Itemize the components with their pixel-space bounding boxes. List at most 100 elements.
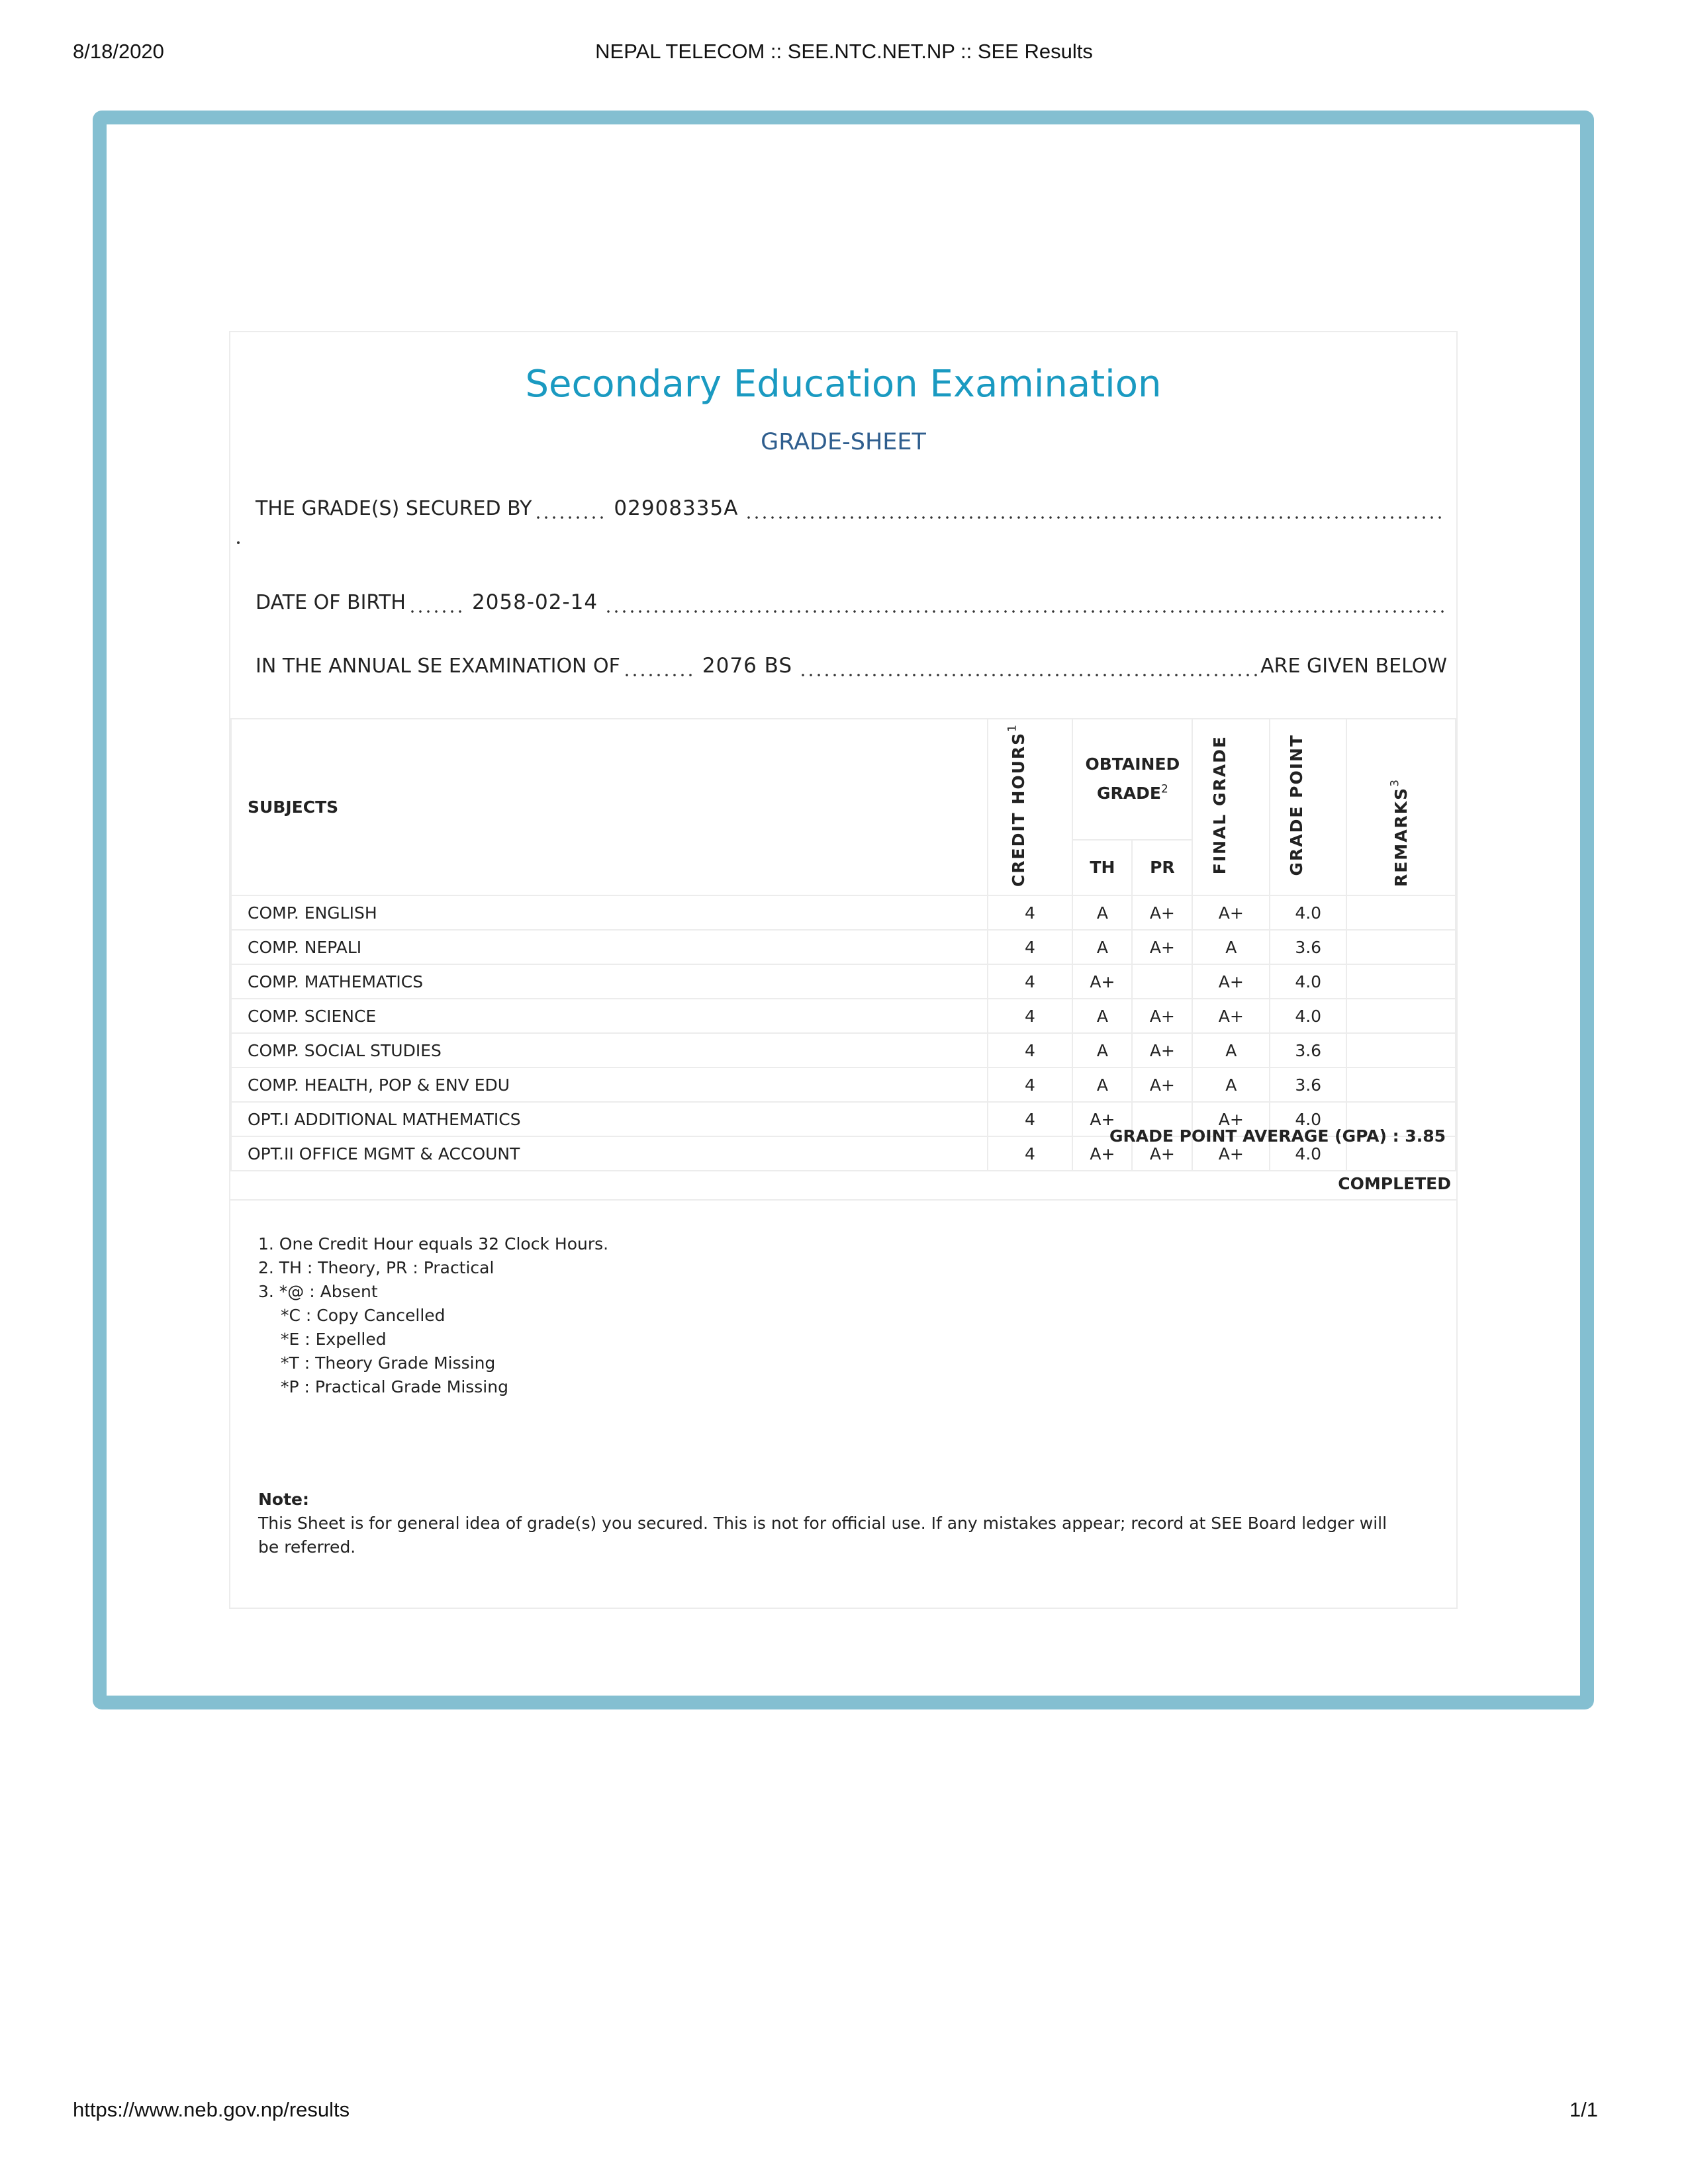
theory-grade-cell: A+ [1072,1136,1133,1172]
exam-year: 2076 BS [702,654,793,678]
final-grade-cell: A+ [1192,895,1271,931]
note-label: Note: [258,1490,310,1509]
table-row: OPT.II OFFICE MGMT & ACCOUNT 4 A+ A+ A+ 4.0 [230,1136,1456,1172]
grade-point-cell: 4.0 [1269,998,1348,1034]
credit-cell: 4 [986,1032,1074,1069]
grade-point-cell: 4.0 [1269,895,1348,931]
dob-line: DATE OF BIRTH 2058-02-14 [256,590,1447,614]
print-date: 8/18/2020 [73,40,164,63]
subject-cell: COMP. ENGLISH [230,895,988,931]
print-url: https://www.neb.gov.np/results [73,2098,350,2121]
divider [230,1199,1456,1201]
table-row: COMP. ENGLISH 4 A A+ A+ 4.0 [230,895,1456,931]
credit-cell: 4 [986,998,1074,1034]
header-th: TH [1072,839,1133,897]
credit-cell: 4 [986,929,1074,966]
subject-cell: COMP. SOCIAL STUDIES [230,1032,988,1069]
final-grade-cell: A+ [1192,998,1271,1034]
table-row: COMP. SCIENCE 4 A A+ A+ 4.0 [230,998,1456,1034]
header-obtained-grade: OBTAINED GRADE2 [1072,718,1194,841]
footnote: 2. TH : Theory, PR : Practical [258,1258,494,1277]
footnote: 1. One Credit Hour equals 32 Clock Hours… [258,1234,609,1253]
page-number: 1/1 [1569,2098,1598,2121]
footnote: *T : Theory Grade Missing [281,1353,496,1373]
credit-cell: 4 [986,1101,1074,1138]
final-grade-cell: A+ [1192,964,1271,1000]
grade-point-cell: 4.0 [1269,1101,1348,1138]
remarks-cell [1346,1101,1456,1138]
grade-point-cell: 4.0 [1269,1136,1348,1172]
final-grade-cell: A+ [1192,1136,1271,1172]
theory-grade-cell: A+ [1072,1101,1133,1138]
grade-point-cell: 3.6 [1269,1032,1348,1069]
date-of-birth: 2058-02-14 [471,590,598,614]
credit-cell: 4 [986,1067,1074,1103]
credit-cell: 4 [986,964,1074,1000]
subject-cell: COMP. SCIENCE [230,998,988,1034]
footnote: *E : Expelled [281,1330,387,1349]
credit-cell: 4 [986,1136,1074,1172]
header-subjects: SUBJECTS [230,717,988,897]
secured-by-line: THE GRADE(S) SECURED BY 02908335A [256,496,1447,520]
subject-cell: OPT.II OFFICE MGMT & ACCOUNT [230,1136,988,1172]
print-page-title: NEPAL TELECOM :: SEE.NTC.NET.NP :: SEE R… [595,40,1093,63]
disclaimer-note: Note: This Sheet is for general idea of … [258,1488,1390,1559]
grade-point-cell: 3.6 [1269,1067,1348,1103]
gpa: GRADE POINT AVERAGE (GPA) : 3.85 [1109,1126,1446,1146]
theory-grade-cell: A [1072,998,1133,1034]
practical-grade-cell: A+ [1131,929,1194,966]
footnote: *P : Practical Grade Missing [281,1377,508,1396]
table-row: COMP. MATHEMATICS 4 A+ A+ 4.0 [230,964,1456,1000]
header-pr: PR [1131,839,1194,897]
header-remarks: REMARKS3 [1346,717,1456,897]
grade-point-cell: 4.0 [1269,964,1348,1000]
footnote: 3. *@ : Absent [258,1282,378,1301]
practical-grade-cell: A+ [1131,895,1194,931]
final-grade-cell: A [1192,1032,1271,1069]
subject-cell: COMP. NEPALI [230,929,988,966]
exam-line: IN THE ANNUAL SE EXAMINATION OF 2076 BS … [256,654,1447,678]
practical-grade-cell [1131,1101,1194,1138]
table-row: OPT.I ADDITIONAL MATHEMATICS 4 A+ A+ 4.0 [230,1101,1456,1138]
subject-cell: COMP. MATHEMATICS [230,964,988,1000]
practical-grade-cell: A+ [1131,1136,1194,1172]
footnote: *C : Copy Cancelled [281,1306,445,1325]
remarks-cell [1346,1032,1456,1069]
table-row: COMP. NEPALI 4 A A+ A 3.6 [230,929,1456,966]
subject-cell: COMP. HEALTH, POP & ENV EDU [230,1067,988,1103]
result-status: COMPLETED [1338,1174,1451,1193]
dob-label: DATE OF BIRTH [256,591,406,614]
secured-by-label: THE GRADE(S) SECURED BY [256,497,532,520]
grade-sheet-subtitle: GRADE-SHEET [761,429,926,455]
header-grade-point: GRADE POINT [1269,717,1348,897]
given-below: ARE GIVEN BELOW [1260,655,1447,678]
practical-grade-cell: A+ [1131,1067,1194,1103]
table-row: COMP. SOCIAL STUDIES 4 A A+ A 3.6 [230,1032,1456,1069]
grades-table: SUBJECTS CREDIT HOURS1 OBTAINED GRADE2 F… [230,717,1456,1172]
leader-dot [237,541,240,544]
note-text: This Sheet is for general idea of grade(… [258,1514,1387,1557]
grade-sheet: Secondary Education Examination GRADE-SH… [229,331,1458,1609]
subject-cell: OPT.I ADDITIONAL MATHEMATICS [230,1101,988,1138]
theory-grade-cell: A+ [1072,964,1133,1000]
footnotes: 1. One Credit Hour equals 32 Clock Hours… [258,1232,608,1399]
header-final-grade: FINAL GRADE [1192,717,1271,897]
table-row: COMP. HEALTH, POP & ENV EDU 4 A A+ A 3.6 [230,1067,1456,1103]
theory-grade-cell: A [1072,895,1133,931]
remarks-cell [1346,1136,1456,1172]
remarks-cell [1346,1067,1456,1103]
theory-grade-cell: A [1072,1067,1133,1103]
final-grade-cell: A [1192,929,1271,966]
theory-grade-cell: A [1072,929,1133,966]
exam-label: IN THE ANNUAL SE EXAMINATION OF [256,655,620,678]
theory-grade-cell: A [1072,1032,1133,1069]
practical-grade-cell: A+ [1131,1032,1194,1069]
result-frame [93,111,1594,1709]
grade-point-cell: 3.6 [1269,929,1348,966]
exam-title: Secondary Education Examination [525,363,1162,406]
practical-grade-cell [1131,964,1194,1000]
final-grade-cell: A [1192,1067,1271,1103]
remarks-cell [1346,895,1456,931]
practical-grade-cell: A+ [1131,998,1194,1034]
header-credit-hours: CREDIT HOURS1 [986,717,1074,897]
